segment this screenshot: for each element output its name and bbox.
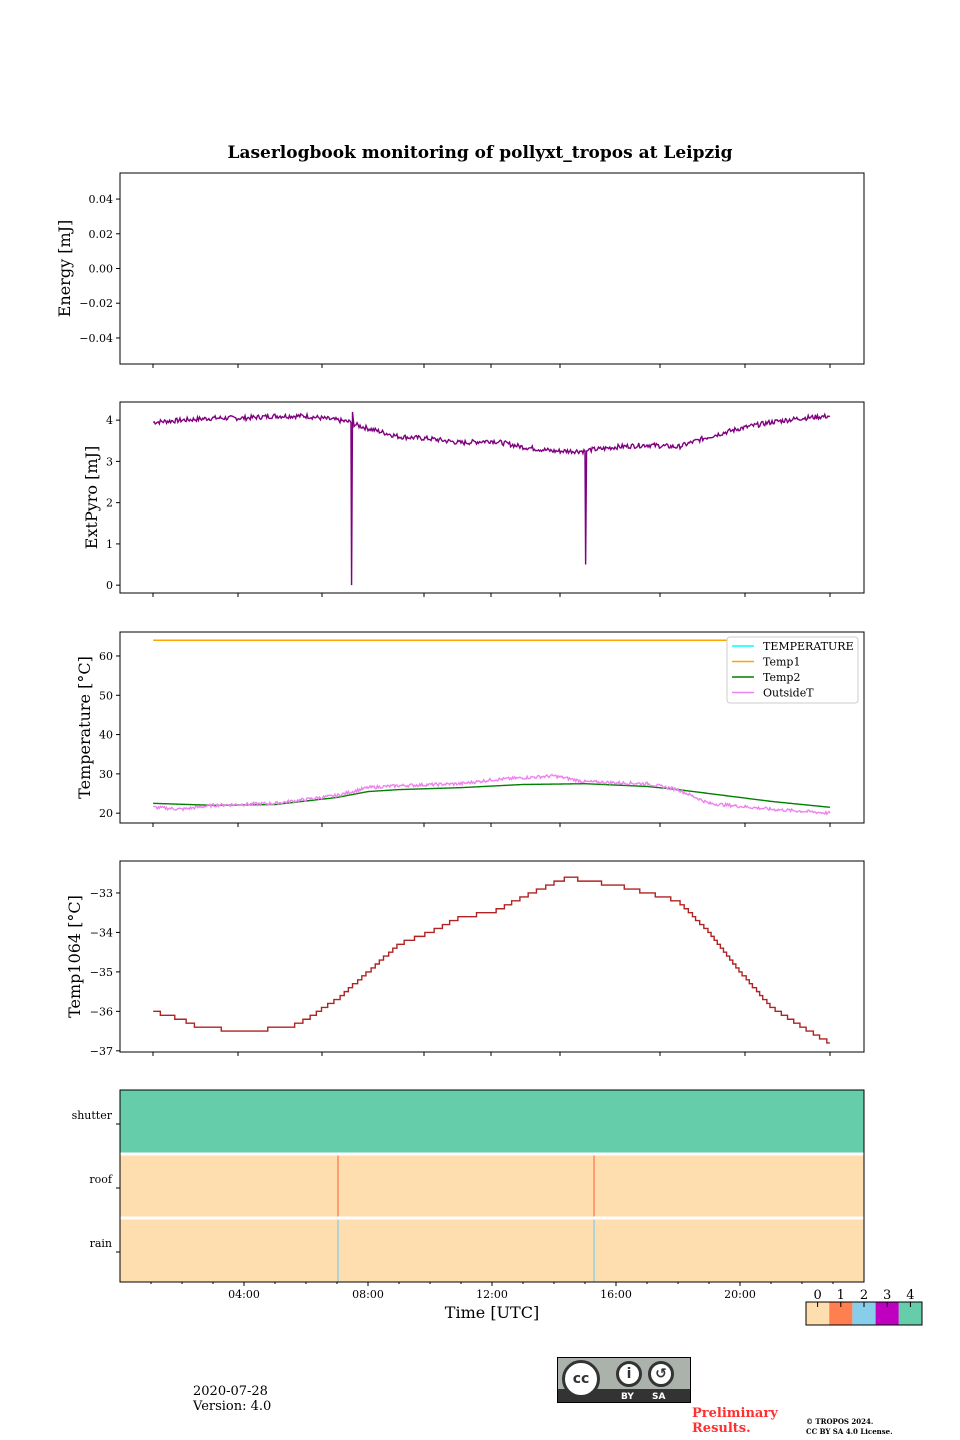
series-line-outsidet [153,773,831,816]
preliminary-line-1: Preliminary [692,1406,778,1421]
y-tick-label: 0.00 [89,263,114,276]
y-tick-label: 0 [106,579,113,592]
colorbar-swatch [898,1302,922,1325]
axes-frame [119,401,865,594]
colorbar-swatch [829,1302,853,1325]
y-axis-label: Temp1064 [°C] [65,895,84,1018]
y-tick-label: 50 [99,689,113,702]
sa-label: SA [652,1392,666,1402]
y-tick-label: 20 [99,807,113,820]
series-line-temp1064 [153,876,830,1044]
x-tick-label: 08:00 [352,1288,384,1301]
copyright-line-2: CC BY SA 4.0 License. [806,1427,893,1436]
copyright-notice: © TROPOS 2024. CC BY SA 4.0 License. [806,1417,893,1437]
copyright-line-1: © TROPOS 2024. [806,1417,874,1426]
legend-entry: Temp2 [763,671,800,684]
colorbar-label: 0 [813,1288,821,1303]
axes-frame [119,631,865,824]
status-row-label: rain [90,1237,112,1250]
y-tick-label: 3 [106,455,113,468]
x-tick-label: 12:00 [476,1288,508,1301]
status-row-shutter [120,1090,864,1154]
axes-frame [119,860,865,1053]
y-tick-label: 60 [99,650,113,663]
legend-entry: OutsideT [763,687,814,700]
status-event [337,1218,339,1282]
y-tick-label: −37 [90,1045,113,1058]
status-event [593,1218,595,1282]
status-event [593,1154,595,1218]
x-axis-label: Time [UTC] [445,1303,539,1322]
attribution-icon: i [616,1361,642,1387]
y-tick-label: 4 [106,414,113,427]
y-tick-label: −34 [90,926,113,939]
colorbar-swatch [806,1302,830,1325]
colorbar-swatch [852,1302,876,1325]
y-axis-label: Energy [mJ] [55,220,74,318]
y-tick-label: 30 [99,768,113,781]
cc-icon: cc [562,1360,600,1398]
chart-title: Laserlogbook monitoring of pollyxt_tropo… [227,143,732,163]
colorbar-label: 3 [883,1288,891,1303]
by-label: BY [621,1392,634,1402]
series-line-extpyro [152,411,831,586]
y-tick-label: 0.02 [89,228,114,241]
share-alike-icon: ↺ [648,1361,674,1387]
legend-entry: Temp1 [763,656,800,669]
status-row-label: shutter [72,1109,113,1122]
x-tick-label: 04:00 [228,1288,260,1301]
y-axis-label: ExtPyro [mJ] [82,446,101,549]
y-tick-label: −35 [90,966,113,979]
y-tick-label: 1 [106,538,113,551]
colorbar-frame [805,1301,923,1326]
y-tick-label: 40 [99,729,113,742]
y-tick-label: −36 [90,1005,113,1018]
y-tick-label: −0.04 [79,332,113,345]
legend-entry: TEMPERATURE [763,640,854,653]
y-tick-label: −0.02 [79,297,113,310]
y-axis-label: Temperature [°C] [75,656,94,799]
preliminary-notice: Preliminary Results. [692,1406,778,1436]
status-event [337,1154,339,1218]
y-tick-label: −33 [90,887,113,900]
cc-by-sa-license-badge: cc i ↺ BY SA [557,1357,691,1403]
axes-frame [119,172,865,365]
colorbar-label: 4 [906,1288,914,1303]
status-row-label: roof [89,1173,113,1186]
date-label: 2020-07-28 [193,1384,268,1399]
status-row-roof [120,1154,864,1218]
colorbar-label: 1 [837,1288,845,1303]
preliminary-line-2: Results. [692,1421,751,1436]
x-tick-label: 20:00 [724,1288,756,1301]
y-tick-label: 0.04 [89,193,114,206]
colorbar-swatch [875,1302,899,1325]
version-label: Version: 4.0 [193,1399,272,1414]
y-tick-label: 2 [106,497,113,510]
status-row-rain [120,1218,864,1282]
colorbar-label: 2 [860,1288,868,1303]
x-tick-label: 16:00 [600,1288,632,1301]
legend-box [726,636,859,704]
